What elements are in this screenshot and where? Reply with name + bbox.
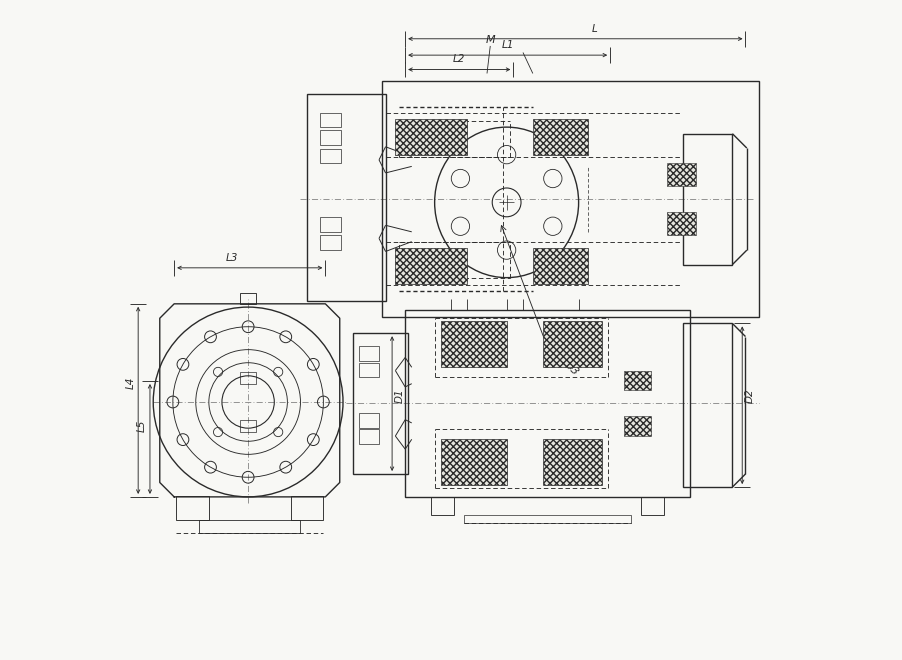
Bar xyxy=(240,420,256,432)
Bar xyxy=(533,248,588,284)
Bar xyxy=(176,496,209,520)
Text: M: M xyxy=(485,36,495,46)
Text: L4: L4 xyxy=(125,376,135,389)
Text: D1: D1 xyxy=(395,389,405,403)
Bar xyxy=(240,372,256,383)
Bar xyxy=(441,440,507,485)
Bar xyxy=(240,293,256,304)
Bar xyxy=(359,430,379,444)
Bar xyxy=(320,235,341,249)
Bar xyxy=(359,346,379,361)
Bar xyxy=(307,94,385,300)
Bar xyxy=(359,363,379,377)
Bar xyxy=(359,413,379,428)
Bar xyxy=(667,163,696,186)
Bar xyxy=(465,515,631,523)
Text: L3: L3 xyxy=(226,253,238,263)
Text: L5: L5 xyxy=(137,420,147,432)
Bar xyxy=(320,148,341,163)
Text: L2: L2 xyxy=(453,54,465,64)
Bar xyxy=(624,370,650,390)
Bar xyxy=(290,496,324,520)
Bar xyxy=(667,213,696,235)
Bar xyxy=(320,217,341,232)
Bar xyxy=(431,497,455,515)
Bar xyxy=(382,81,759,317)
Bar xyxy=(624,416,650,436)
Bar xyxy=(395,248,467,284)
Bar xyxy=(320,113,341,127)
Bar xyxy=(320,131,341,145)
Bar xyxy=(543,440,602,485)
Bar xyxy=(543,321,602,368)
Text: L1: L1 xyxy=(502,40,514,50)
Text: L: L xyxy=(592,24,598,34)
Bar xyxy=(199,520,300,533)
Bar xyxy=(441,321,507,368)
Bar xyxy=(353,333,409,474)
Text: D2: D2 xyxy=(745,389,755,403)
Bar xyxy=(684,323,732,487)
Bar xyxy=(533,119,588,154)
Bar xyxy=(640,497,664,515)
Text: D3: D3 xyxy=(562,360,581,378)
Bar xyxy=(405,310,690,497)
Bar xyxy=(684,134,732,265)
Bar xyxy=(395,119,467,154)
